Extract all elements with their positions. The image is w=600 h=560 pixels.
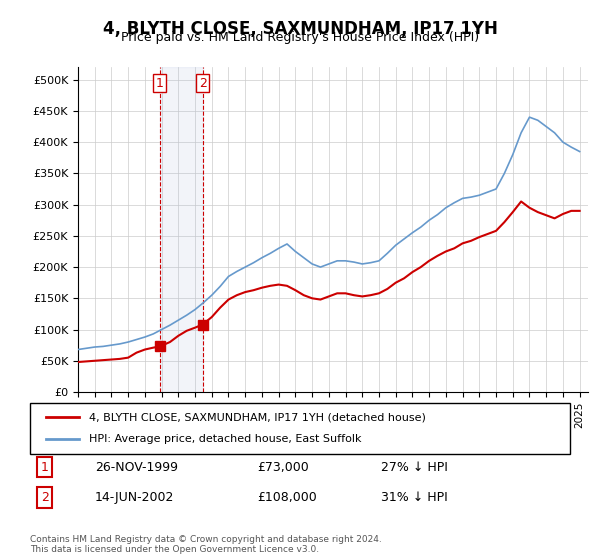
Text: 4, BLYTH CLOSE, SAXMUNDHAM, IP17 1YH (detached house): 4, BLYTH CLOSE, SAXMUNDHAM, IP17 1YH (de… [89, 412, 426, 422]
Text: Price paid vs. HM Land Registry's House Price Index (HPI): Price paid vs. HM Land Registry's House … [121, 31, 479, 44]
FancyBboxPatch shape [30, 403, 570, 454]
Text: £73,000: £73,000 [257, 460, 308, 474]
Text: 14-JUN-2002: 14-JUN-2002 [95, 491, 174, 504]
Text: Contains HM Land Registry data © Crown copyright and database right 2024.
This d: Contains HM Land Registry data © Crown c… [30, 535, 382, 554]
Text: 26-NOV-1999: 26-NOV-1999 [95, 460, 178, 474]
Text: 4, BLYTH CLOSE, SAXMUNDHAM, IP17 1YH: 4, BLYTH CLOSE, SAXMUNDHAM, IP17 1YH [103, 20, 497, 38]
Text: 2: 2 [199, 77, 206, 90]
Text: 31% ↓ HPI: 31% ↓ HPI [381, 491, 448, 504]
Text: 1: 1 [156, 77, 164, 90]
Text: 1: 1 [41, 460, 49, 474]
Text: 2: 2 [41, 491, 49, 504]
Text: HPI: Average price, detached house, East Suffolk: HPI: Average price, detached house, East… [89, 435, 362, 445]
Text: £108,000: £108,000 [257, 491, 317, 504]
Text: 27% ↓ HPI: 27% ↓ HPI [381, 460, 448, 474]
Bar [160, 67, 203, 392]
